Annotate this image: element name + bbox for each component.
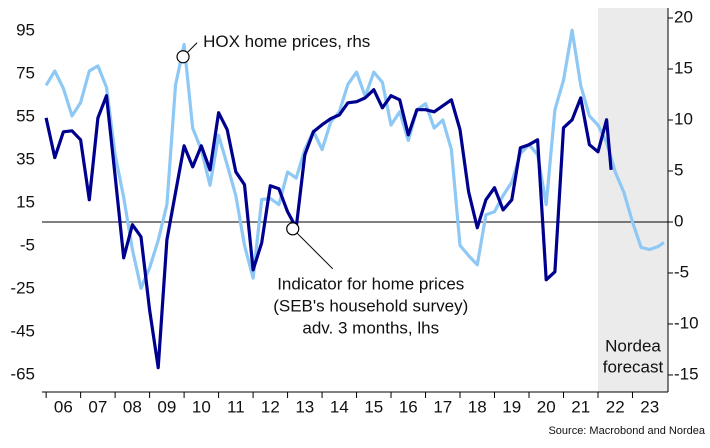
y-tick-label: 35 <box>16 149 35 168</box>
x-tick-label: 15 <box>364 397 383 416</box>
y2-tick-label: 5 <box>674 160 683 179</box>
x-tick-label: 17 <box>433 397 452 416</box>
y-tick-label: -25 <box>10 278 35 297</box>
y-tick-label: -5 <box>20 235 35 254</box>
y-tick-label: 95 <box>16 20 35 39</box>
y2-tick-label: 15 <box>674 58 693 77</box>
forecast-area <box>597 8 668 392</box>
series-line <box>44 88 613 370</box>
annotation: HOX home prices, rhs <box>176 32 370 64</box>
x-tick-label: 22 <box>606 397 625 416</box>
x-tick-label: 14 <box>330 397 349 416</box>
annotation-leader <box>292 228 334 270</box>
x-tick-label: 23 <box>640 397 659 416</box>
x-tick-label: 20 <box>537 397 556 416</box>
series-line <box>44 28 665 290</box>
y-tick-label: -45 <box>10 321 35 340</box>
y-tick-label: 55 <box>16 106 35 125</box>
y-tick-label: -65 <box>10 364 35 383</box>
annotation-marker <box>176 50 190 64</box>
forecast-label: Nordea <box>605 336 661 355</box>
y2-tick-label: -10 <box>674 313 699 332</box>
x-tick-label: 13 <box>295 397 314 416</box>
annotation-text: adv. 3 months, lhs <box>302 318 439 337</box>
y2-tick-label: 0 <box>674 211 683 230</box>
annotation-text: Indicator for home prices <box>277 274 464 293</box>
x-tick-label: 18 <box>468 397 487 416</box>
x-tick-label: 06 <box>54 397 73 416</box>
annotation-marker <box>286 222 300 236</box>
y-tick-label: 75 <box>16 63 35 82</box>
annotation: Indicator for home prices (SEB's househol… <box>273 222 468 337</box>
y2-tick-label: -15 <box>674 364 699 383</box>
x-tick-label: 07 <box>88 397 107 416</box>
y2-tick-label: 20 <box>674 7 693 26</box>
annotation-text: (SEB's household survey) <box>273 296 468 315</box>
annotation-text: HOX home prices, rhs <box>203 32 370 51</box>
x-tick-label: 08 <box>123 397 142 416</box>
y-tick-label: 15 <box>16 192 35 211</box>
y2-tick-label: 10 <box>674 109 693 128</box>
x-tick-label: 12 <box>261 397 280 416</box>
x-tick-label: 10 <box>192 397 211 416</box>
x-tick-label: 19 <box>502 397 521 416</box>
x-tick-label: 09 <box>157 397 176 416</box>
y2-tick-label: -5 <box>674 262 689 281</box>
x-tick-label: 16 <box>399 397 418 416</box>
x-tick-label: 11 <box>227 397 245 416</box>
forecast-label: forecast <box>603 357 664 376</box>
x-tick-label: 21 <box>571 397 590 416</box>
source: Source: Macrobond and Nordea <box>548 425 705 437</box>
